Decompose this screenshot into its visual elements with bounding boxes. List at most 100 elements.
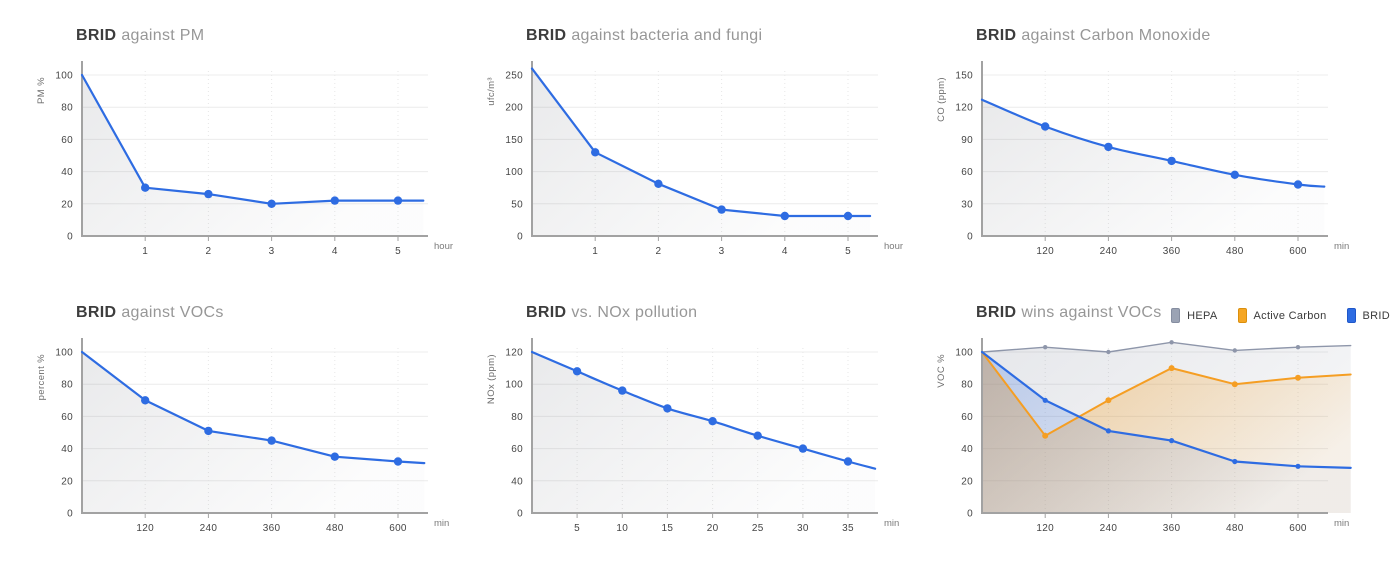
legend-swatch-icon bbox=[1237, 308, 1247, 323]
title-text: against VOCs bbox=[121, 304, 224, 321]
chart-title: BRID vs. NOx pollution bbox=[526, 304, 940, 328]
svg-text:120: 120 bbox=[136, 523, 154, 534]
chart-card-nox: BRID vs. NOx pollution 0 40 60 80 100 120 5 10 15… bbox=[480, 292, 940, 560]
chart-title: BRID wins against VOCs bbox=[976, 304, 1390, 328]
y-axis-title: NOx (ppm) bbox=[486, 354, 497, 404]
chart-card-pm: BRID against PM 0 20 40 60 80 100 1 2 3 4 5 hour PM % bbox=[30, 15, 490, 283]
x-axis-unit: hour bbox=[884, 241, 903, 252]
title-brand: BRID bbox=[976, 304, 1017, 321]
legend-item-brid: BRID bbox=[1346, 308, 1390, 323]
chart-title: BRID against VOCs bbox=[76, 304, 490, 328]
y-axis-title: PM % bbox=[36, 77, 47, 104]
x-axis-unit: min bbox=[1334, 518, 1349, 529]
y-axis-title: ufc/m³ bbox=[486, 77, 497, 106]
nox-chart: 0 40 60 80 100 120 5 10 15 20 25 30 35 min NOx (ppm) bbox=[486, 338, 899, 534]
chart-title: BRID against PM bbox=[76, 27, 490, 51]
svg-text:100: 100 bbox=[505, 380, 523, 391]
svg-text:2: 2 bbox=[655, 246, 661, 257]
svg-text:3: 3 bbox=[719, 246, 725, 257]
legend-item-active-carbon: Active Carbon bbox=[1237, 308, 1327, 323]
svg-text:480: 480 bbox=[1226, 246, 1244, 257]
svg-text:240: 240 bbox=[1100, 246, 1118, 257]
svg-text:120: 120 bbox=[505, 348, 523, 359]
co-chart: 0 30 60 90 120 150 120 240 360 480 600 min CO (ppm) bbox=[936, 61, 1349, 257]
x-axis-unit: hour bbox=[434, 241, 453, 252]
svg-text:200: 200 bbox=[505, 103, 523, 114]
svg-text:90: 90 bbox=[961, 135, 973, 146]
svg-text:600: 600 bbox=[1289, 523, 1307, 534]
legend-swatch-icon bbox=[1346, 308, 1356, 323]
title-brand: BRID bbox=[76, 304, 117, 321]
chart-card-bacteria: BRID against bacteria and fungi 0 50 100 150… bbox=[480, 15, 940, 283]
svg-text:100: 100 bbox=[55, 71, 73, 82]
svg-text:2: 2 bbox=[205, 246, 211, 257]
pm-chart: 0 20 40 60 80 100 1 2 3 4 5 hour PM % bbox=[36, 61, 453, 257]
svg-text:60: 60 bbox=[511, 444, 523, 455]
legend-label: Active Carbon bbox=[1253, 309, 1327, 322]
svg-text:0: 0 bbox=[967, 509, 973, 520]
svg-text:100: 100 bbox=[955, 348, 973, 359]
title-text: against bacteria and fungi bbox=[571, 27, 763, 44]
svg-text:120: 120 bbox=[955, 103, 973, 114]
chart-card-carbon-monoxide: BRID against Carbon Monoxide 0 30 60 90 120 15… bbox=[930, 15, 1390, 283]
title-text: against PM bbox=[121, 27, 205, 44]
svg-text:480: 480 bbox=[1226, 523, 1244, 534]
svg-text:150: 150 bbox=[955, 71, 973, 82]
legend-item-hepa: HEPA bbox=[1171, 308, 1217, 323]
bacteria-chart: 0 50 100 150 200 250 1 2 3 4 5 hour ufc/m³ bbox=[486, 61, 903, 257]
svg-text:0: 0 bbox=[67, 232, 73, 243]
title-text: wins against VOCs bbox=[1021, 304, 1162, 321]
y-axis-title: percent % bbox=[36, 354, 47, 401]
x-axis-unit: min bbox=[1334, 241, 1349, 252]
svg-text:0: 0 bbox=[967, 232, 973, 243]
svg-text:480: 480 bbox=[326, 523, 344, 534]
svg-text:360: 360 bbox=[1163, 523, 1181, 534]
svg-text:80: 80 bbox=[961, 380, 973, 391]
svg-text:80: 80 bbox=[61, 380, 73, 391]
svg-text:360: 360 bbox=[1163, 246, 1181, 257]
svg-text:120: 120 bbox=[1036, 523, 1054, 534]
svg-text:5: 5 bbox=[574, 523, 580, 534]
svg-text:50: 50 bbox=[511, 199, 523, 210]
svg-text:5: 5 bbox=[845, 246, 851, 257]
svg-text:60: 60 bbox=[961, 167, 973, 178]
title-brand: BRID bbox=[976, 27, 1017, 44]
svg-text:35: 35 bbox=[842, 523, 854, 534]
vocs-chart: 0 20 40 60 80 100 120 240 360 480 600 min percent % bbox=[36, 338, 449, 534]
svg-text:60: 60 bbox=[961, 412, 973, 423]
svg-text:600: 600 bbox=[389, 523, 407, 534]
svg-text:600: 600 bbox=[1289, 246, 1307, 257]
svg-text:15: 15 bbox=[662, 523, 674, 534]
title-brand: BRID bbox=[526, 27, 567, 44]
svg-text:360: 360 bbox=[263, 523, 281, 534]
title-brand: BRID bbox=[76, 27, 117, 44]
svg-text:240: 240 bbox=[1100, 523, 1118, 534]
chart-card-vocs-comparison: BRID wins against VOCs HEPA Active Carbon B… bbox=[930, 292, 1390, 560]
svg-text:20: 20 bbox=[61, 476, 73, 487]
svg-text:4: 4 bbox=[782, 246, 788, 257]
y-axis-title: VOC % bbox=[936, 354, 947, 388]
svg-text:120: 120 bbox=[1036, 246, 1054, 257]
svg-text:40: 40 bbox=[961, 444, 973, 455]
svg-text:150: 150 bbox=[505, 135, 523, 146]
chart-title: BRID against bacteria and fungi bbox=[526, 27, 940, 51]
x-axis-unit: min bbox=[434, 518, 449, 529]
svg-text:25: 25 bbox=[752, 523, 764, 534]
svg-text:100: 100 bbox=[505, 167, 523, 178]
svg-text:20: 20 bbox=[61, 199, 73, 210]
svg-text:80: 80 bbox=[511, 412, 523, 423]
svg-text:40: 40 bbox=[61, 167, 73, 178]
svg-text:40: 40 bbox=[511, 476, 523, 487]
x-axis-unit: min bbox=[884, 518, 899, 529]
title-text: against Carbon Monoxide bbox=[1021, 27, 1211, 44]
svg-text:5: 5 bbox=[395, 246, 401, 257]
svg-text:250: 250 bbox=[505, 71, 523, 82]
chart-card-vocs: BRID against VOCs 0 20 40 60 80 100 120 240 360 48… bbox=[30, 292, 490, 560]
y-axis-title: CO (ppm) bbox=[936, 77, 947, 122]
legend-label: BRID bbox=[1362, 309, 1390, 322]
chart-title: BRID against Carbon Monoxide bbox=[976, 27, 1390, 51]
svg-text:60: 60 bbox=[61, 412, 73, 423]
svg-text:0: 0 bbox=[517, 232, 523, 243]
title-brand: BRID bbox=[526, 304, 567, 321]
